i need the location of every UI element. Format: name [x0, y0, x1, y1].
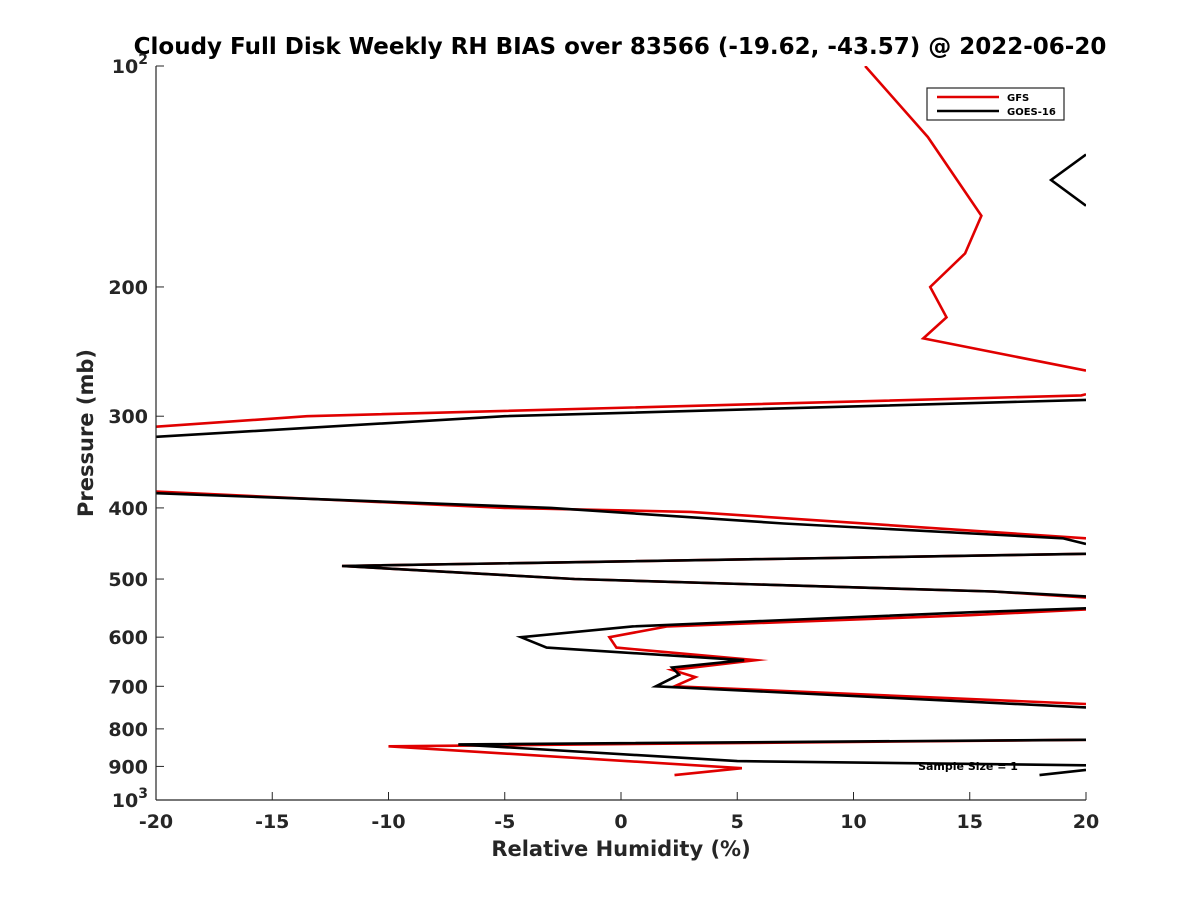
- series-line-goes-16-3: [341, 552, 1086, 598]
- y-tick-label: 400: [108, 498, 148, 520]
- series-line-goes-16-0: [1048, 153, 1086, 207]
- y-tick-label: 200: [108, 277, 148, 299]
- x-tick-label: -15: [255, 811, 289, 833]
- series-line-goes-16-2: [156, 491, 1086, 546]
- y-axis-label: Pressure (mb): [74, 349, 98, 517]
- series-line-goes-16-6: [1039, 768, 1086, 777]
- plot-area: [156, 66, 1086, 800]
- x-tick-label: -10: [371, 811, 405, 833]
- sample-size-annotation: Sample Size = 1: [918, 760, 1018, 773]
- y-tick-label: 600: [108, 627, 148, 649]
- x-axis-label: Relative Humidity (%): [491, 837, 750, 861]
- x-tick-label: -5: [494, 811, 515, 833]
- series-line-gfs-1: [156, 392, 1086, 428]
- series-line-goes-16-1: [156, 398, 1086, 439]
- legend-box: [926, 87, 1065, 121]
- x-tick-label: 0: [614, 811, 627, 833]
- axes-group: -20 -15 -10 -5 0 5 10 15 20 102 200 300 400 500 600 700…: [108, 52, 1099, 833]
- y-tick-label: 103: [112, 786, 148, 812]
- series-group: [156, 66, 1086, 777]
- y-tick-label: 102: [112, 52, 148, 78]
- series-line-goes-16-5: [458, 738, 1086, 767]
- legend: GFS GOES-16: [926, 87, 1065, 121]
- series-line-gfs-0: [864, 66, 1086, 372]
- x-tick-label: -20: [139, 811, 173, 833]
- y-tick-label: 800: [108, 719, 148, 741]
- x-tick-label: 10: [840, 811, 866, 833]
- y-tick-label: 500: [108, 569, 148, 591]
- y-tick-label: 300: [108, 406, 148, 428]
- series-line-gfs-4: [607, 608, 1086, 706]
- y-tick-label: 900: [108, 756, 148, 778]
- chart-title: Cloudy Full Disk Weekly RH BIAS over 835…: [134, 34, 1107, 60]
- x-tick-label: 20: [1073, 811, 1099, 833]
- x-tick-label: 5: [731, 811, 744, 833]
- legend-label: GFS: [1007, 93, 1029, 104]
- series-line-goes-16-4: [515, 607, 1086, 709]
- legend-label: GOES-16: [1007, 107, 1056, 118]
- y-tick-label: 700: [108, 676, 148, 698]
- x-tick-label: 15: [957, 811, 983, 833]
